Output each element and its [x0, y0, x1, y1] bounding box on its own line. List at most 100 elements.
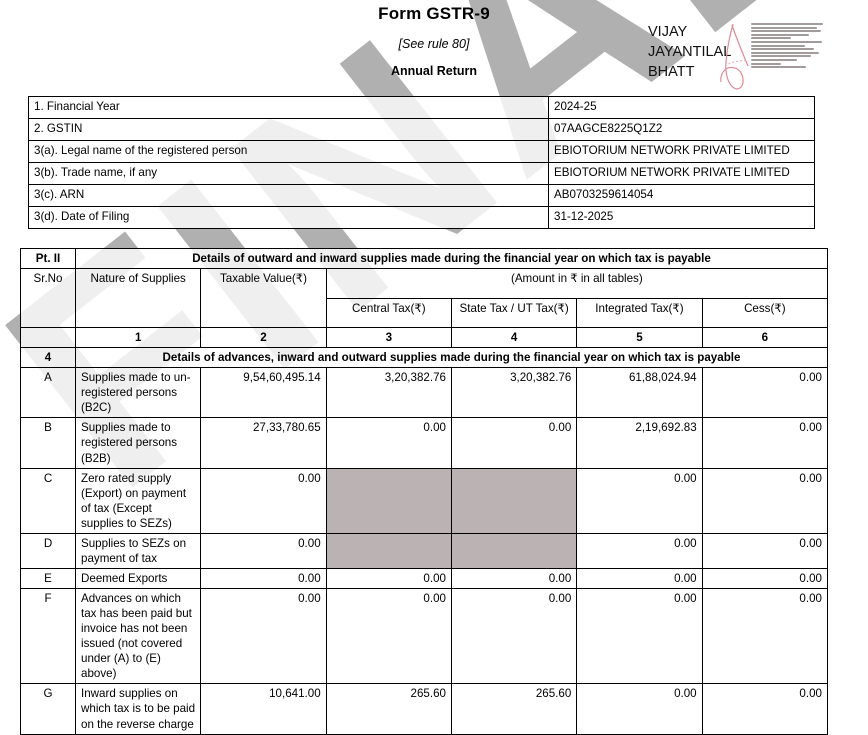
column-header-row-1: Sr.No Nature of Supplies Taxable Value(₹…: [20, 268, 829, 329]
colnum-central-tax: 3: [325, 327, 452, 349]
section-number: 4: [20, 347, 76, 369]
part-label: Pt. II: [20, 247, 76, 270]
row-integrated-tax-b: 2,19,692.83: [576, 417, 703, 469]
row-sr-e: E: [20, 567, 76, 590]
row-integrated-tax-f: 0.00: [576, 587, 703, 685]
row-cess-c: 0.00: [701, 467, 829, 534]
row-state-tax-a: 3,20,382.76: [450, 367, 578, 419]
row-taxable-value-d: 0.00: [200, 532, 327, 569]
table-row: D Supplies to SEZs on payment of tax 0.0…: [20, 532, 829, 569]
digital-signature-stamp: VIJAY JAYANTILAL BHATT: [648, 20, 860, 96]
part-header-row: Pt. II Details of outward and inward sup…: [20, 247, 828, 270]
row-cess-a: 0.00: [701, 367, 829, 419]
part-2-supplies-table: Pt. II Details of outward and inward sup…: [20, 247, 829, 735]
row-taxable-value-b: 27,33,780.65: [200, 417, 327, 469]
info-value-arn: AB0703259614054: [548, 184, 815, 207]
column-number-row: 1 2 3 4 5 6: [20, 327, 829, 349]
row-integrated-tax-g: 0.00: [576, 683, 703, 735]
row-taxable-value-g: 10,641.00: [200, 683, 327, 735]
section-title: Details of advances, inward and outward …: [75, 347, 828, 369]
info-value-date-of-filing: 31-12-2025: [548, 206, 815, 229]
title-block: Form GSTR-9 [See rule 80] Annual Return: [0, 4, 868, 78]
colnum-state-tax: 4: [450, 327, 578, 349]
table-row: 2. GSTIN 07AAGCE8225Q1Z2: [28, 118, 815, 141]
row-sr-g: G: [20, 683, 76, 735]
header-taxable-value: Taxable Value(₹): [200, 268, 327, 329]
colnum-sr-blank: [20, 327, 76, 349]
row-central-tax-a: 3,20,382.76: [325, 367, 452, 419]
row-sr-f: F: [20, 587, 76, 685]
table-row: 3(c). ARN AB0703259614054: [28, 184, 815, 207]
info-value-gstin: 07AAGCE8225Q1Z2: [548, 118, 815, 141]
row-central-tax-b: 0.00: [325, 417, 452, 469]
row-integrated-tax-e: 0.00: [576, 567, 703, 590]
signature-signer-name: VIJAY JAYANTILAL BHATT: [648, 24, 732, 80]
table-row: A Supplies made to un-registered persons…: [20, 367, 829, 419]
colnum-integrated-tax: 5: [576, 327, 703, 349]
row-cess-e: 0.00: [701, 567, 829, 590]
row-nature-c: Zero rated supply (Export) on payment of…: [74, 467, 202, 534]
row-nature-d: Supplies to SEZs on payment of tax: [74, 532, 202, 569]
row-sr-c: C: [20, 467, 76, 534]
row-taxable-value-e: 0.00: [200, 567, 327, 590]
table-row: 3(d). Date of Filing 31-12-2025: [28, 206, 815, 229]
table-row: 3(a). Legal name of the registered perso…: [28, 140, 815, 163]
header-cess: Cess(₹): [701, 297, 829, 329]
row-nature-f: Advances on which tax has been paid but …: [74, 587, 202, 685]
table-row: 3(b). Trade name, if any EBIOTORIUM NETW…: [28, 162, 815, 185]
row-state-tax-d-blocked: [450, 532, 578, 569]
info-label-financial-year: 1. Financial Year: [28, 96, 549, 119]
page-title: Form GSTR-9: [378, 4, 490, 23]
header-integrated-tax: Integrated Tax(₹): [576, 297, 703, 329]
table-row: F Advances on which tax has been paid bu…: [20, 587, 829, 685]
row-taxable-value-c: 0.00: [200, 467, 327, 534]
row-integrated-tax-a: 61,88,024.94: [576, 367, 703, 419]
table-row: B Supplies made to registered persons (B…: [20, 417, 829, 469]
rule-reference: [See rule 80]: [398, 37, 470, 51]
colnum-nature: 1: [74, 327, 202, 349]
row-state-tax-g: 265.60: [450, 683, 578, 735]
row-central-tax-d-blocked: [325, 532, 452, 569]
row-nature-a: Supplies made to un-registered persons (…: [74, 367, 202, 419]
row-sr-d: D: [20, 532, 76, 569]
row-state-tax-b: 0.00: [450, 417, 578, 469]
row-central-tax-e: 0.00: [325, 567, 452, 590]
header-sr-no: Sr.No: [20, 268, 76, 329]
digital-signature-icon: [720, 23, 749, 90]
row-central-tax-f: 0.00: [325, 587, 452, 685]
header-nature-of-supplies: Nature of Supplies: [74, 268, 202, 329]
row-sr-a: A: [20, 367, 76, 419]
document-content: Form GSTR-9 [See rule 80] Annual Return …: [0, 4, 868, 735]
colnum-cess: 6: [701, 327, 829, 349]
info-label-gstin: 2. GSTIN: [28, 118, 549, 141]
row-taxable-value-a: 9,54,60,495.14: [200, 367, 327, 419]
colnum-taxable-value: 2: [200, 327, 327, 349]
info-label-arn: 3(c). ARN: [28, 184, 549, 207]
row-nature-e: Deemed Exports: [74, 567, 202, 590]
row-cess-g: 0.00: [701, 683, 829, 735]
row-cess-d: 0.00: [701, 532, 829, 569]
info-label-date-of-filing: 3(d). Date of Filing: [28, 206, 549, 229]
row-nature-b: Supplies made to registered persons (B2B…: [74, 417, 202, 469]
row-state-tax-c-blocked: [450, 467, 578, 534]
signature-glyph-wrap: [720, 20, 749, 92]
section-header-row: 4 Details of advances, inward and outwar…: [20, 347, 828, 369]
info-label-legal-name: 3(a). Legal name of the registered perso…: [28, 140, 549, 163]
part-title: Details of outward and inward supplies m…: [75, 247, 828, 270]
info-value-legal-name: EBIOTORIUM NETWORK PRIVATE LIMITED: [548, 140, 815, 163]
row-sr-b: B: [20, 417, 76, 469]
info-value-trade-name: EBIOTORIUM NETWORK PRIVATE LIMITED: [548, 162, 815, 185]
row-integrated-tax-d: 0.00: [576, 532, 703, 569]
info-label-trade-name: 3(b). Trade name, if any: [28, 162, 549, 185]
table-row: C Zero rated supply (Export) on payment …: [20, 467, 829, 534]
table-row: E Deemed Exports 0.00 0.00 0.00 0.00 0.0…: [20, 567, 829, 590]
signature-metadata-lines: [751, 20, 824, 69]
header-amount-note: (Amount in ₹ in all tables): [325, 268, 829, 299]
table-row: 1. Financial Year 2024-25: [28, 96, 815, 119]
row-state-tax-f: 0.00: [450, 587, 578, 685]
form-subtitle: Annual Return: [390, 64, 478, 78]
table-row: G Inward supplies on which tax is to be …: [20, 683, 829, 735]
row-central-tax-c-blocked: [325, 467, 452, 534]
row-state-tax-e: 0.00: [450, 567, 578, 590]
header-state-tax: State Tax / UT Tax(₹): [450, 297, 578, 329]
